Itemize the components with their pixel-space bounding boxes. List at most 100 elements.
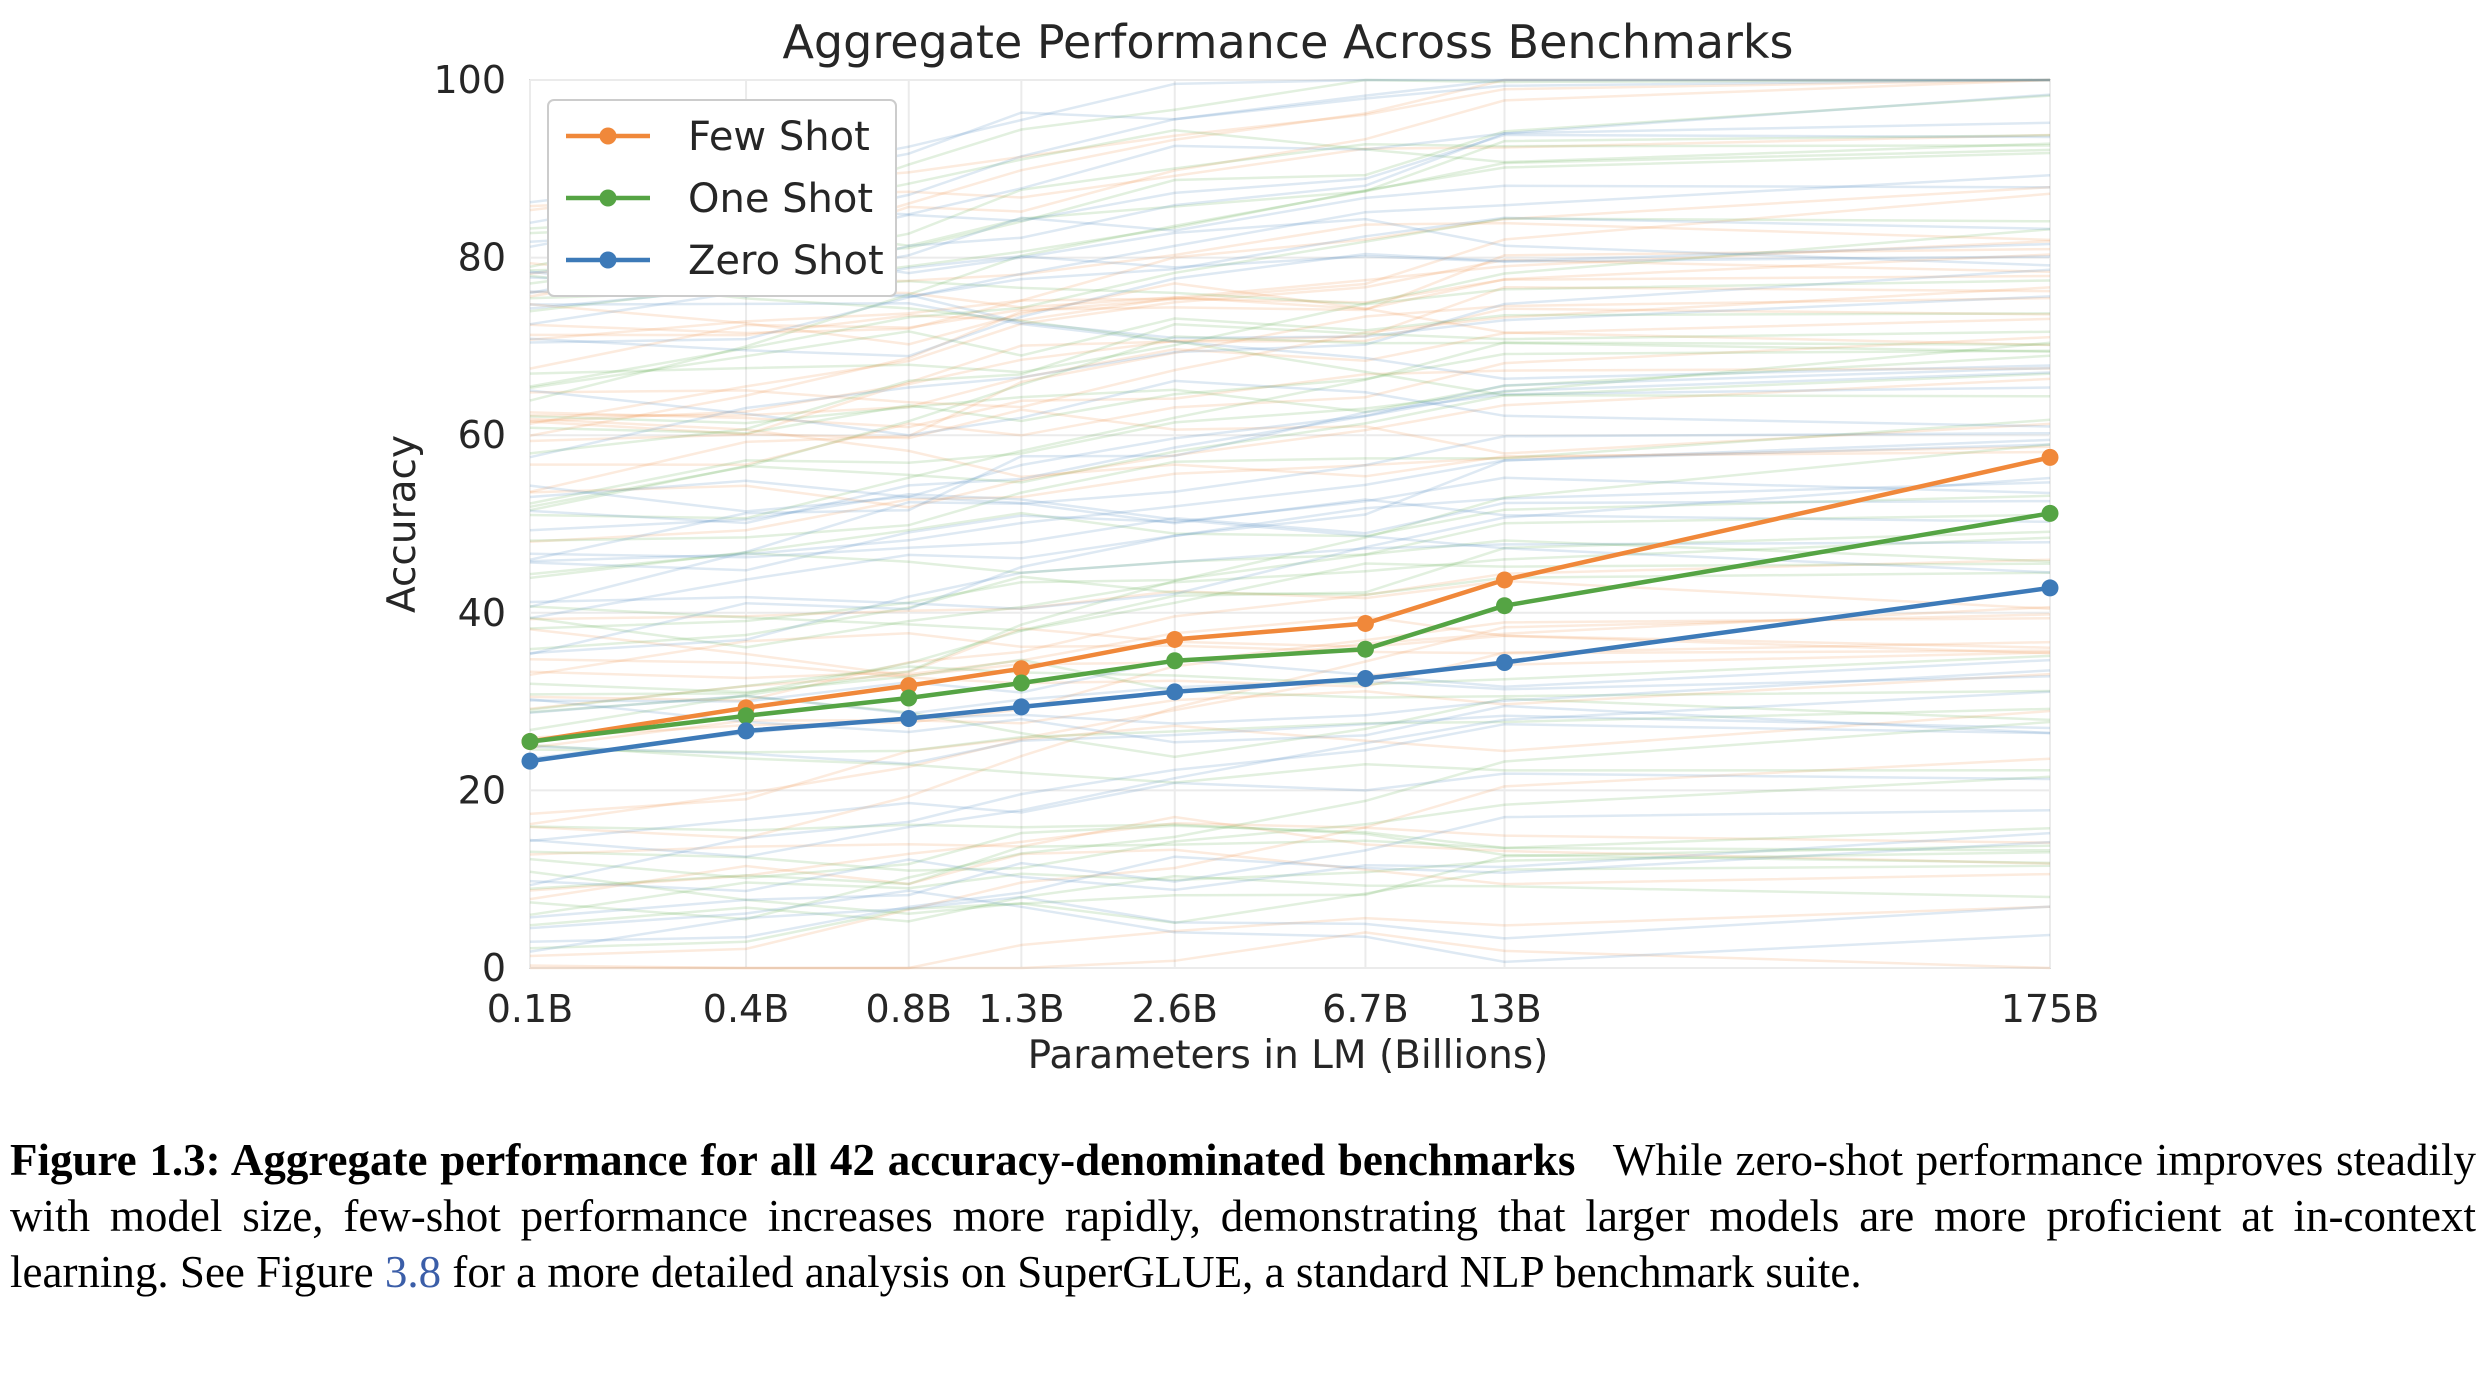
benchmark-line [529,443,2051,732]
benchmark-line [529,408,2051,455]
benchmark-line [529,672,2051,749]
benchmark-line [529,302,2051,380]
benchmark-line [529,296,2051,494]
legend-box [547,99,897,297]
benchmark-line [529,134,2051,402]
benchmark-line [529,627,2051,680]
benchmark-line [529,366,2051,513]
y-tick-label: 80 [458,236,506,280]
benchmark-line [529,889,2051,964]
benchmark-line [529,815,2051,865]
data-point-zero-shot [1166,683,1184,701]
caption-text-end: for a more detailed analysis on SuperGLU… [441,1247,1862,1297]
benchmark-line [529,386,2051,561]
data-point-one-shot [737,707,755,725]
x-tick-label: 1.3B [978,987,1065,1031]
benchmark-line [529,372,2051,512]
tick-labels: 0.1B 0.4B 0.8B 1.3B 2.6B 6.7B 13B 175B 0 20 40 60 80… [433,58,2099,1031]
legend-marker [599,127,617,145]
benchmark-line [529,258,2051,426]
benchmark-line [529,377,2051,509]
benchmark-line [529,698,2051,744]
benchmark-line [529,282,2051,347]
benchmark-line [529,775,2051,872]
benchmark-line [529,536,2051,649]
benchmark-line [529,714,2051,766]
benchmark-line [529,174,2051,344]
x-tick-label: 6.7B [1322,987,1409,1031]
data-point-one-shot [2041,504,2059,522]
legend-label: Zero Shot [688,238,884,284]
x-axis-label: Parameters in LM (Billions) [1028,1033,1549,1078]
benchmark-line [529,821,2051,892]
data-point-zero-shot [2041,579,2059,597]
benchmark-line [529,640,2051,688]
benchmark-line [529,823,2051,865]
data-point-few-shot [900,677,918,695]
benchmark-line [529,658,2051,703]
data-point-few-shot [2041,448,2059,466]
benchmark-line [529,274,2051,342]
benchmark-line [529,695,2051,759]
benchmark-line [529,690,2051,858]
data-point-one-shot [900,689,918,707]
benchmark-line [529,217,2051,388]
benchmark-line [529,481,2051,656]
benchmark-line [529,613,2051,840]
data-point-zero-shot [1495,654,1513,672]
benchmark-line [529,268,2051,459]
x-tick-label: 13B [1467,987,1541,1031]
data-point-zero-shot [1012,698,1030,716]
benchmark-line [529,757,2051,958]
benchmark-line [529,476,2051,611]
benchmark-line [529,864,2051,925]
x-tick-label: 175B [2001,987,2100,1031]
chart-svg: Aggregate Performance Across Benchmarks … [380,15,2099,1078]
benchmark-line [529,931,2051,970]
series-line-one-shot [529,511,2051,744]
series-line-few-shot [529,455,2051,744]
benchmark-line [529,341,2051,505]
benchmark-line [529,479,2051,525]
y-tick-label: 100 [433,58,506,102]
caption-text: While zero-shot performance improves ste… [10,1135,2477,1297]
benchmark-line [529,335,2051,509]
benchmark-line [529,367,2051,429]
data-point-zero-shot [1356,670,1374,688]
benchmark-line [529,307,2051,443]
benchmark-line [529,417,2051,479]
benchmark-line [529,445,2051,543]
benchmark-line [529,772,2051,843]
data-point-one-shot [1495,597,1513,615]
benchmark-line [529,185,2051,335]
data-point-zero-shot [737,722,755,740]
benchmark-line [529,354,2051,425]
data-point-few-shot [1356,614,1374,632]
benchmark-line [529,317,2051,417]
legend-marker [599,189,617,207]
benchmark-line [529,743,2051,784]
benchmark-line [529,431,2051,609]
x-tick-label: 0.8B [865,987,952,1031]
figure-link[interactable]: 3.8 [384,1247,442,1297]
legend-label: One Shot [688,176,873,222]
y-tick-label: 20 [458,768,506,812]
data-point-few-shot [1166,630,1184,648]
benchmark-line [529,844,2051,950]
benchmark-line [529,499,2051,559]
benchmark-line [529,274,2051,398]
data-point-few-shot [1012,660,1030,678]
x-tick-label: 0.4B [703,987,790,1031]
benchmark-line [529,895,2051,953]
benchmark-line [529,558,2051,702]
caption-title: Figure 1.3: Aggregate performance for al… [10,1135,1576,1185]
benchmark-line [529,707,2051,754]
benchmark-line [529,874,2051,927]
y-tick-label: 40 [458,591,506,635]
benchmark-line [529,631,2051,677]
benchmark-line [529,247,2051,370]
benchmark-line [529,616,2051,677]
benchmark-line [529,228,2051,375]
benchmark-line [529,840,2051,944]
benchmark-line [529,323,2051,455]
